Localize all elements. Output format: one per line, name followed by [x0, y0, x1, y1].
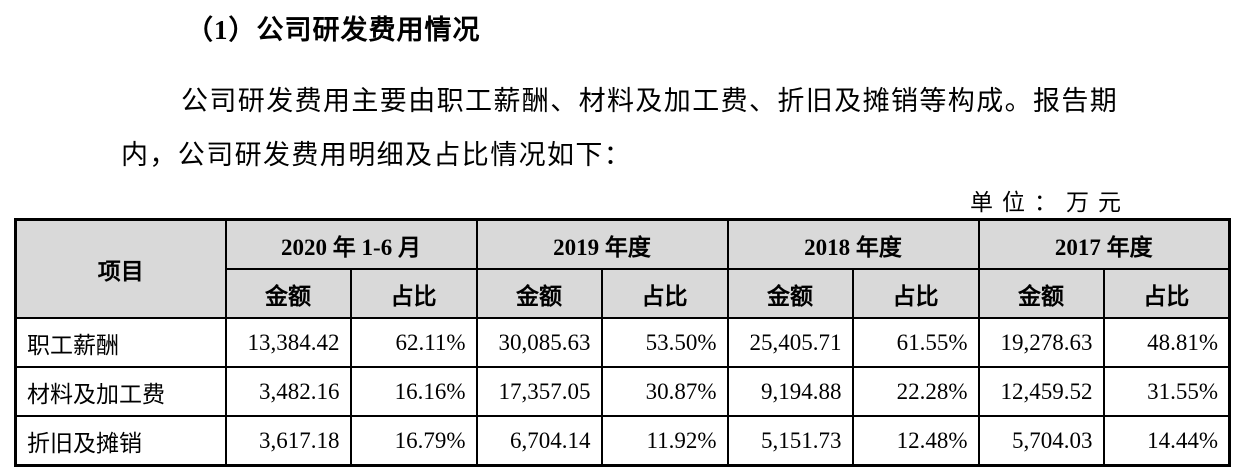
header-row-periods: 项目 2020 年 1-6 月 2019 年度 2018 年度 2017 年度	[14, 218, 1231, 319]
subheader-ratio-2017: 占比	[1102, 268, 1231, 319]
cell-2018-ratio: 61.55%	[851, 317, 980, 368]
cell-2019-amount: 17,357.05	[475, 366, 603, 417]
cell-2019-ratio: 30.87%	[600, 366, 729, 417]
subheader-amount-2018: 金额	[726, 268, 854, 319]
paragraph-line-1: 公司研发费用主要由职工薪酬、材料及加工费、折旧及摊销等构成。报告期	[181, 86, 1119, 116]
cell-2017-ratio: 14.44%	[1102, 415, 1231, 467]
row-item-label: 折旧及摊销	[14, 415, 227, 467]
row-item-label: 材料及加工费	[14, 366, 227, 417]
col-header-period-2019: 2019 年度	[475, 218, 729, 270]
subheader-amount-2019: 金额	[475, 268, 603, 319]
table-row-depreciation: 折旧及摊销 3,617.18 16.79% 6,704.14 11.92% 5,…	[14, 415, 1231, 467]
paragraph-line-2: 内，公司研发费用明细及占比情况如下：	[121, 140, 633, 170]
row-item-label: 职工薪酬	[14, 317, 227, 368]
unit-label: 单位：万元	[970, 190, 1130, 215]
cell-2020-amount: 3,617.18	[224, 415, 352, 467]
subheader-ratio-2020: 占比	[349, 268, 478, 319]
cell-2018-ratio: 12.48%	[851, 415, 980, 467]
col-header-period-2020: 2020 年 1-6 月	[224, 218, 478, 270]
cell-2018-amount: 5,151.73	[726, 415, 854, 467]
rd-expense-table: 项目 2020 年 1-6 月 2019 年度 2018 年度 2017 年度 …	[14, 218, 1232, 467]
col-header-item: 项目	[14, 218, 227, 319]
table-header: 项目 2020 年 1-6 月 2019 年度 2018 年度 2017 年度 …	[14, 218, 1231, 319]
subheader-amount-2020: 金额	[224, 268, 352, 319]
cell-2019-ratio: 11.92%	[600, 415, 729, 467]
cell-2017-amount: 19,278.63	[977, 317, 1105, 368]
cell-2020-amount: 3,482.16	[224, 366, 352, 417]
cell-2018-ratio: 22.28%	[851, 366, 980, 417]
cell-2020-ratio: 16.79%	[349, 415, 478, 467]
table-body: 职工薪酬 13,384.42 62.11% 30,085.63 53.50% 2…	[14, 317, 1231, 467]
subheader-ratio-2019: 占比	[600, 268, 729, 319]
cell-2017-ratio: 48.81%	[1102, 317, 1231, 368]
cell-2019-amount: 30,085.63	[475, 317, 603, 368]
cell-2017-ratio: 31.55%	[1102, 366, 1231, 417]
cell-2017-amount: 12,459.52	[977, 366, 1105, 417]
table-row-materials: 材料及加工费 3,482.16 16.16% 17,357.05 30.87% …	[14, 366, 1231, 417]
header-row-subheads: 金额 占比 金额 占比 金额 占比 金额 占比	[16, 268, 1231, 319]
cell-2020-amount: 13,384.42	[224, 317, 352, 368]
subheader-ratio-2018: 占比	[851, 268, 980, 319]
cell-2019-ratio: 53.50%	[600, 317, 729, 368]
cell-2018-amount: 9,194.88	[726, 366, 854, 417]
cell-2018-amount: 25,405.71	[726, 317, 854, 368]
cell-2019-amount: 6,704.14	[475, 415, 603, 467]
cell-2017-amount: 5,704.03	[977, 415, 1105, 467]
cell-2020-ratio: 16.16%	[349, 366, 478, 417]
subheader-amount-2017: 金额	[977, 268, 1105, 319]
cell-2020-ratio: 62.11%	[349, 317, 478, 368]
col-header-period-2018: 2018 年度	[726, 218, 980, 270]
section-heading: （1）公司研发费用情况	[186, 15, 481, 45]
col-header-period-2017: 2017 年度	[977, 218, 1231, 270]
table-row-salary: 职工薪酬 13,384.42 62.11% 30,085.63 53.50% 2…	[14, 317, 1231, 368]
